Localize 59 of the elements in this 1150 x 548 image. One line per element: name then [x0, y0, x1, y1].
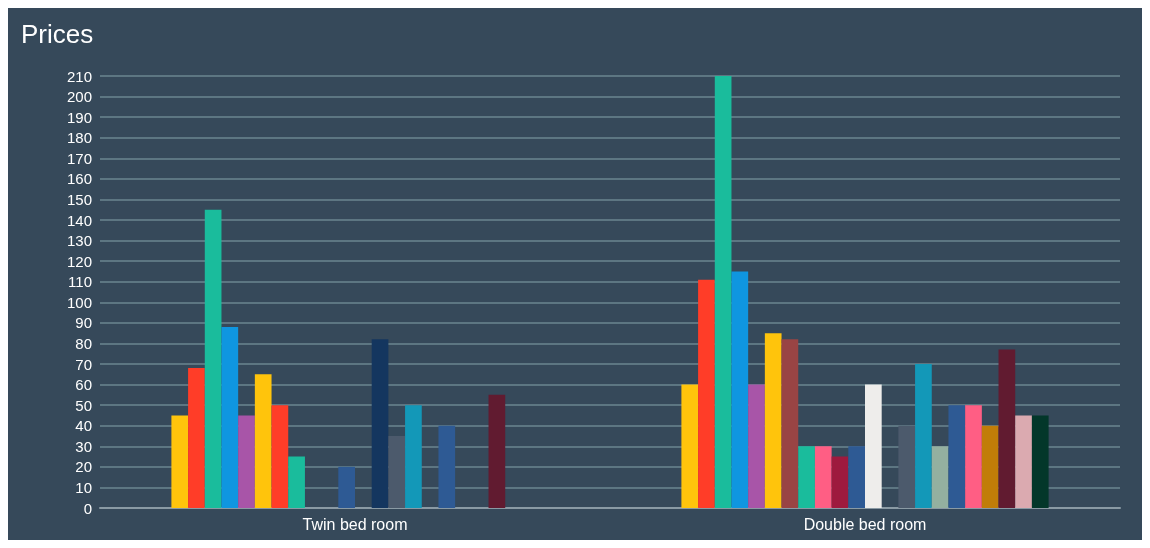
bar: [915, 364, 932, 508]
chart-title: Prices: [21, 19, 94, 49]
y-tick-label: 40: [75, 417, 92, 435]
bar: [1015, 415, 1032, 508]
bar: [698, 279, 715, 508]
bar: [931, 446, 949, 508]
y-tick-label: 90: [75, 314, 92, 332]
bar: [748, 384, 765, 508]
y-tick-label: 130: [66, 232, 92, 250]
bar: [814, 446, 832, 508]
bar: [798, 446, 815, 508]
bar: [438, 425, 456, 508]
y-tick-label: 200: [66, 88, 92, 106]
bar: [1031, 415, 1049, 508]
y-tick-label: 50: [75, 396, 92, 414]
bar: [848, 446, 865, 508]
y-tick-label: 20: [75, 458, 92, 476]
bar: [998, 349, 1016, 508]
bar: [681, 384, 699, 508]
bar: [188, 368, 205, 508]
bar: [338, 466, 355, 508]
x-tick-label: Double bed room: [803, 515, 927, 533]
bar: [764, 333, 782, 508]
y-tick-label: 150: [66, 190, 92, 208]
bar: [221, 326, 239, 508]
y-tick-label: 120: [66, 252, 92, 270]
y-tick-label: 140: [66, 211, 92, 229]
y-tick-label: 170: [66, 149, 92, 167]
y-tick-label: 10: [75, 478, 92, 496]
y-tick-label: 70: [75, 355, 92, 373]
bar: [781, 339, 799, 508]
y-tick-label: 80: [75, 334, 92, 352]
y-tick-label: 190: [66, 108, 92, 126]
bar: [388, 436, 406, 508]
bar: [731, 271, 749, 508]
bar: [204, 209, 222, 508]
bar: [288, 456, 305, 508]
y-tick-label: 0: [83, 499, 92, 517]
y-tick-label: 160: [66, 170, 92, 188]
bar: [371, 339, 389, 508]
bar: [238, 415, 255, 508]
bar: [488, 394, 506, 508]
y-tick-label: 30: [75, 437, 92, 455]
bar: [714, 76, 732, 508]
bar: [981, 425, 999, 508]
bar: [865, 384, 882, 508]
bar: [171, 415, 189, 508]
y-tick-label: 110: [68, 273, 92, 291]
x-tick-label: Twin bed room: [302, 515, 408, 533]
bar: [254, 374, 272, 508]
y-tick-label: 180: [66, 129, 92, 147]
bar: [948, 405, 966, 508]
y-tick-label: 60: [75, 376, 92, 394]
bar: [965, 405, 982, 508]
bar: [405, 405, 422, 508]
bar: [831, 456, 849, 508]
y-tick-label: 210: [66, 67, 92, 85]
bar: [898, 425, 916, 508]
y-tick-label: 100: [66, 293, 92, 311]
